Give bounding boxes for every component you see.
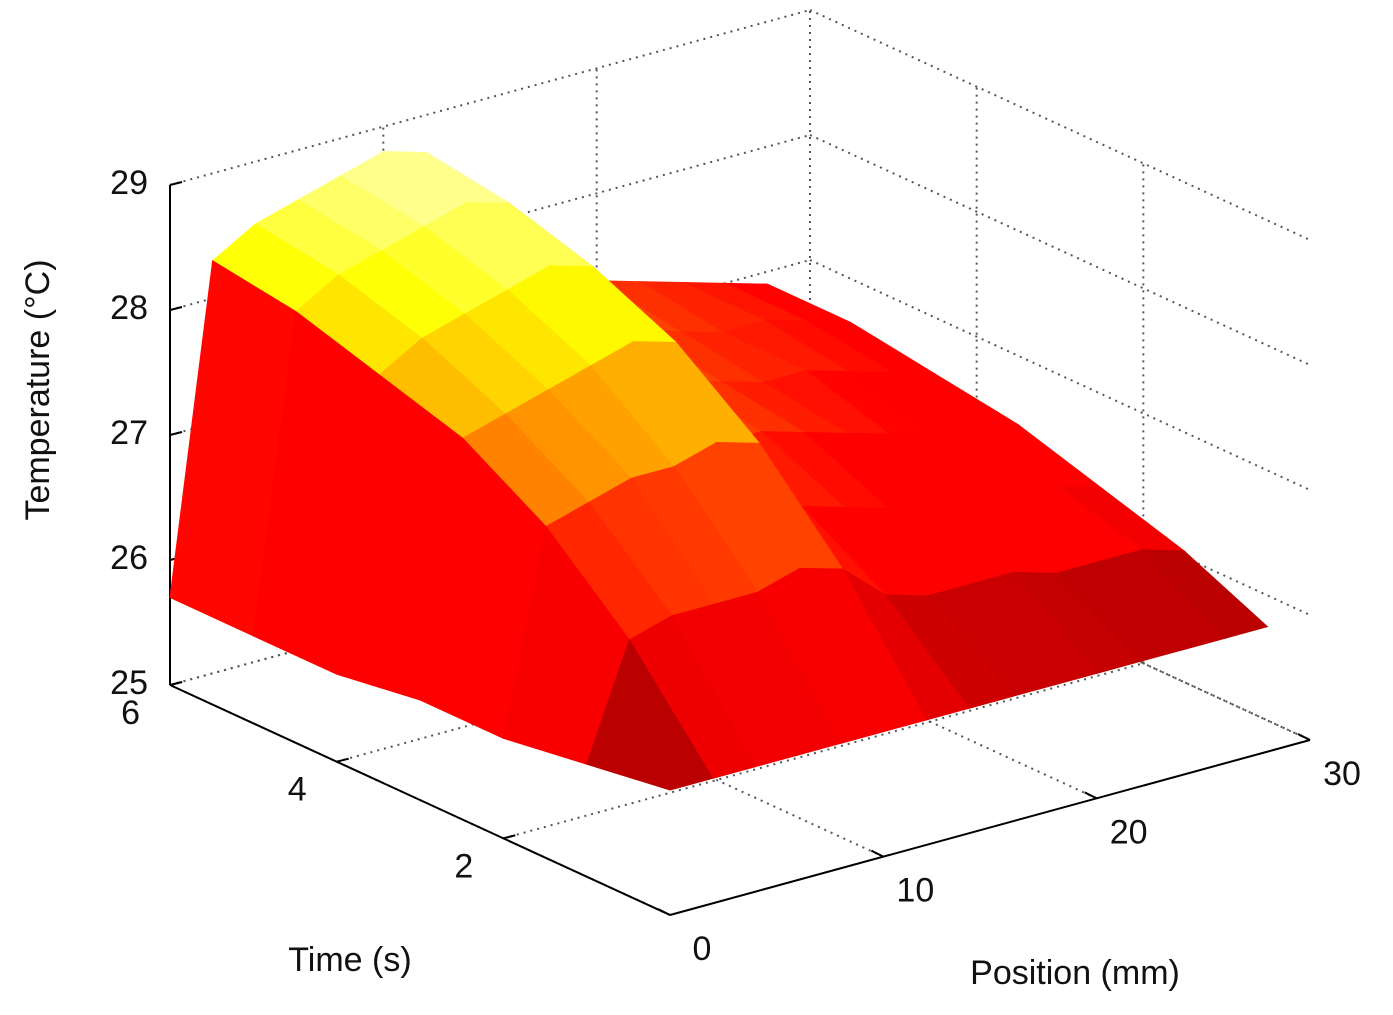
tick-mark: [503, 834, 516, 840]
z-tick-label: 25: [110, 664, 148, 702]
y-tick-label: 6: [121, 694, 140, 732]
x-tick-label: 10: [896, 872, 934, 910]
x-tick-label: 30: [1323, 755, 1361, 793]
tick-mark: [336, 757, 349, 763]
z-tick-label: 28: [110, 289, 148, 327]
grid-line: [382, 625, 884, 858]
tick-mark: [169, 306, 183, 311]
grid-line: [809, 509, 1311, 741]
surface-patch: [586, 638, 714, 791]
grid-line: [596, 567, 1098, 800]
x-axis-label: Position (mm): [970, 954, 1180, 992]
y-tick-label: 4: [288, 771, 307, 809]
z-tick-label: 26: [110, 539, 148, 577]
tick-mark: [870, 849, 884, 858]
z-tick-label: 29: [110, 164, 148, 202]
y-axis-label: Time (s): [288, 941, 411, 979]
grid-line: [809, 259, 1311, 491]
tick-mark: [169, 681, 183, 686]
y-axis: [169, 684, 671, 916]
x-tick-label: 20: [1110, 813, 1148, 851]
z-tick-label: 27: [110, 414, 148, 452]
grid-line: [809, 9, 1311, 241]
y-tick-label: 2: [454, 847, 473, 885]
z-axis-label: Temperature (°C): [19, 259, 57, 520]
x-axis: [669, 739, 1311, 916]
tick-mark: [657, 908, 671, 916]
grid-line: [809, 134, 1311, 366]
tick-mark: [1084, 791, 1098, 800]
x-tick-label: 0: [693, 930, 712, 968]
tick-mark: [1297, 733, 1311, 741]
tick-mark: [169, 181, 183, 186]
grid-line: [169, 9, 811, 186]
tick-mark: [169, 431, 183, 436]
